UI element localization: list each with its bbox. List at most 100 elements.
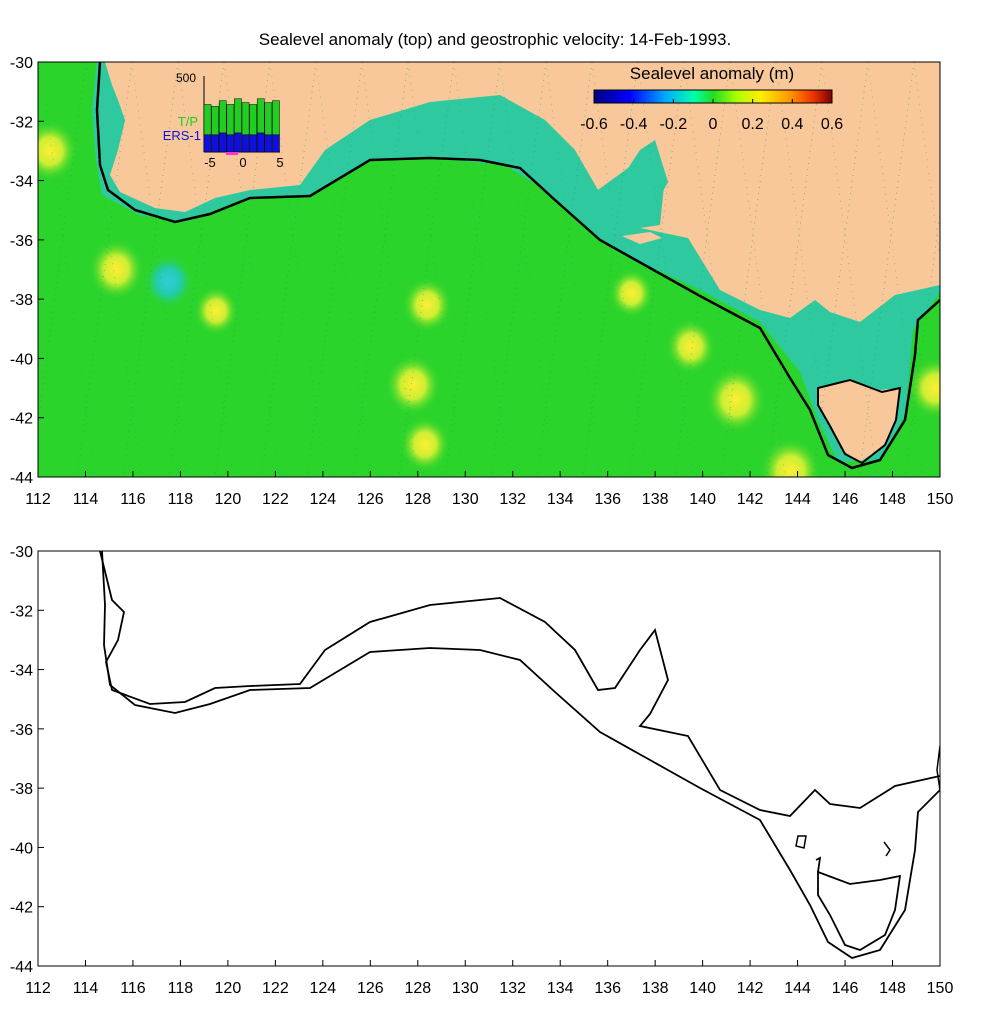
shelf-contour	[95, 62, 940, 470]
lat-tick-label: -42	[10, 900, 33, 917]
lon-tick-label: 136	[594, 980, 621, 997]
tasmania-north-coast-bottom	[815, 856, 822, 873]
satellite-track	[858, 62, 915, 477]
colorbar-tick-label: -0.6	[580, 116, 608, 133]
lon-tick-label: 130	[452, 491, 479, 508]
kangaroo-island	[622, 232, 662, 244]
lat-tick-label: -44	[10, 959, 33, 976]
anomaly-blob	[907, 357, 940, 419]
satellite-track	[951, 62, 990, 477]
anomaly-blob	[665, 319, 716, 375]
anomaly-blob	[88, 238, 145, 301]
australia-mainland	[105, 62, 940, 322]
lon-tick-label: 148	[879, 980, 906, 997]
colorbar-tick-label: 0	[709, 116, 718, 133]
lon-tick-label: 122	[262, 491, 289, 508]
inset-bar-ers	[249, 134, 257, 153]
inset-bar-tp	[211, 106, 219, 136]
anomaly-blob	[399, 416, 450, 472]
lat-tick-label: -36	[10, 233, 33, 250]
lat-tick-label: -30	[10, 544, 33, 561]
satellite-track	[812, 62, 869, 477]
tasmania-contour	[817, 378, 902, 465]
inset-bar-tp	[256, 98, 265, 134]
lon-tick-label: 142	[737, 491, 764, 508]
lon-tick-label: 148	[879, 491, 906, 508]
inset-bar-tp	[264, 102, 273, 136]
satellite-track	[398, 62, 455, 477]
lon-tick-label: 118	[168, 491, 194, 508]
satellite-track	[582, 62, 639, 477]
inset-bar-tp	[226, 104, 235, 136]
anomaly-blob	[385, 354, 441, 416]
lon-tick-label: 138	[642, 980, 669, 997]
colorbar-tick-label: 0.4	[781, 116, 803, 133]
bottom-map-axes: 112 114 116 118 120 122 124 126 128 130 132 134 136 1…	[10, 544, 954, 997]
inset-bar-ers	[241, 134, 250, 153]
inset-bar-ers	[218, 132, 227, 153]
satellite-track	[168, 62, 225, 477]
satellite-track	[122, 62, 179, 477]
lon-tick-label: 134	[547, 491, 574, 508]
satellite-track	[260, 62, 317, 477]
inset-bar-tp	[241, 102, 250, 136]
lat-tick-label: -40	[10, 351, 33, 368]
lon-tick-label: 112	[25, 491, 51, 508]
inset-bar-tp	[218, 100, 227, 134]
lon-tick-label: 118	[168, 980, 194, 997]
colorbar-ticks: -0.6 -0.4 -0.2 0 0.2 0.4 0.6	[580, 99, 843, 133]
inset-bar-tp	[272, 100, 280, 136]
inset-bar-tp	[203, 104, 212, 136]
anomaly-blob	[143, 253, 194, 309]
inset-legend-ers: ERS-1	[163, 128, 201, 143]
satellite-track	[38, 62, 87, 428]
inset-ymax-label: 500	[176, 71, 196, 85]
bottom-map-frame	[37, 550, 941, 967]
satellite-track	[674, 62, 731, 477]
inset-bar-ers	[203, 134, 212, 153]
spencer-gulf	[598, 165, 640, 218]
inset-bars	[203, 98, 280, 153]
satellite-track	[766, 62, 823, 477]
lon-tick-label: 136	[594, 491, 621, 508]
lon-tick-label: 116	[120, 491, 146, 508]
lon-tick-label: 124	[309, 980, 336, 997]
lat-tick-label: -40	[10, 840, 33, 857]
lon-tick-label: 144	[784, 980, 811, 997]
satellite-tracks	[38, 62, 990, 477]
lon-tick-label: 122	[262, 980, 289, 997]
lon-tick-label: 138	[642, 491, 669, 508]
satellite-track	[904, 209, 940, 477]
lon-tick-label: 134	[547, 980, 574, 997]
coastline-bottom	[99, 551, 940, 817]
bass-strait-islands-bottom	[795, 835, 891, 857]
lon-tick-label: 124	[309, 491, 336, 508]
lon-tick-label: 132	[499, 491, 526, 508]
satellite-track	[444, 62, 501, 477]
lat-tick-label: -42	[10, 411, 33, 428]
satellite-track	[536, 62, 593, 477]
satellite-track	[214, 62, 271, 477]
colorbar-tick-label: 0.2	[742, 116, 764, 133]
east-coast-bottom	[936, 745, 940, 791]
inset-date-marker	[226, 152, 238, 155]
lon-tick-label: 150	[927, 980, 954, 997]
lon-tick-label: 144	[784, 491, 811, 508]
inset-x-tick-label: 0	[239, 155, 246, 170]
lon-tick-label: 126	[357, 491, 384, 508]
anomaly-blob	[609, 268, 654, 318]
satellite-track	[720, 62, 777, 477]
lon-tick-label: 140	[689, 980, 716, 997]
lat-tick-label: -30	[10, 55, 33, 72]
lon-tick-label: 130	[452, 980, 479, 997]
figure-title: Sealevel anomaly (top) and geostrophic v…	[258, 30, 732, 49]
lon-tick-label: 128	[404, 980, 431, 997]
anomaly-map	[38, 62, 990, 477]
satellite-track	[628, 62, 685, 477]
lon-tick-label: 112	[25, 980, 51, 997]
velocity-map	[99, 551, 940, 959]
lon-tick-label: 114	[73, 980, 99, 997]
lon-tick-label: 116	[120, 980, 146, 997]
inset-bar-tp	[234, 98, 242, 134]
